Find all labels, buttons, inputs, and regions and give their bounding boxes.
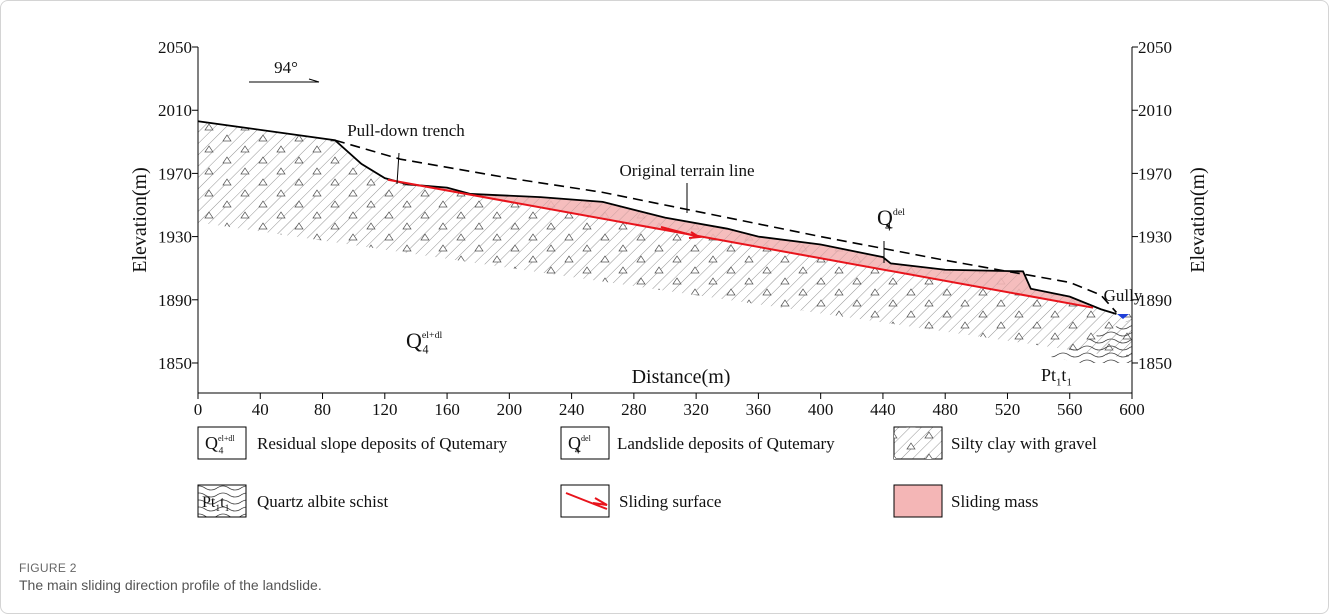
x-tick-label: 120 — [372, 400, 398, 419]
x-tick-label: 560 — [1057, 400, 1083, 419]
unit-sub: 1 — [1066, 377, 1071, 389]
x-tick-label: 400 — [808, 400, 834, 419]
unit-sub: 4 — [219, 446, 224, 457]
legend-label: Residual slope deposits of Qutemary — [257, 434, 508, 453]
legend-label: Sliding mass — [951, 492, 1038, 511]
x-axis-label: Distance(m) — [632, 366, 731, 388]
unit-sup: del — [581, 434, 592, 443]
x-tick-label: 80 — [314, 400, 331, 419]
y2-tick-label: 2010 — [1138, 101, 1172, 120]
unit-sub: 4 — [575, 446, 580, 457]
y2-tick-label: 1930 — [1138, 228, 1172, 247]
y2-tick-label: 1890 — [1138, 291, 1172, 310]
unit-base: Q — [406, 328, 422, 353]
x-tick-label: 520 — [995, 400, 1021, 419]
unit-base: Q — [205, 433, 218, 453]
y2-axis-label: Elevation(m) — [1187, 167, 1209, 273]
x-tick-label: 360 — [746, 400, 772, 419]
unit-sub: 4 — [885, 220, 891, 234]
y-tick-label: 2010 — [158, 101, 192, 120]
x-tick-label: 440 — [870, 400, 896, 419]
legend-label: Landslide deposits of Qutemary — [617, 434, 835, 453]
x-tick-label: 240 — [559, 400, 585, 419]
direction-label: 94° — [274, 58, 298, 77]
unit-base: Pt — [202, 494, 216, 511]
unit-sup: del — [893, 207, 905, 218]
legend-label: Silty clay with gravel — [951, 434, 1097, 453]
y2-tick-label: 2050 — [1138, 38, 1172, 57]
unit-label: Qel+dl 4 — [406, 328, 443, 357]
terrain-label: Original terrain line — [619, 161, 754, 180]
y-tick-label: 1850 — [158, 354, 192, 373]
x-tick-label: 480 — [932, 400, 958, 419]
x-tick-label: 600 — [1119, 400, 1145, 419]
y-tick-label: 2050 — [158, 38, 192, 57]
caption-text: The main sliding direction profile of th… — [19, 577, 322, 593]
gully-label: Gully — [1104, 286, 1143, 305]
x-tick-label: 320 — [683, 400, 709, 419]
y2-tick-label: 1970 — [1138, 164, 1172, 183]
legend-label: Quartz albite schist — [257, 492, 389, 511]
y-tick-label: 1890 — [158, 291, 192, 310]
y-axis-label: Elevation(m) — [129, 167, 151, 273]
legend-box — [894, 485, 942, 517]
x-tick-label: 40 — [252, 400, 269, 419]
unit-sub: 1 — [225, 503, 230, 514]
trench-label: Pull-down trench — [347, 121, 465, 140]
x-tick-label: 160 — [434, 400, 460, 419]
y-tick-label: 1930 — [158, 228, 192, 247]
x-tick-label: 200 — [497, 400, 523, 419]
unit-base: Pt — [1041, 365, 1056, 385]
x-tick-label: 280 — [621, 400, 647, 419]
unit-sup: el+dl — [422, 330, 443, 341]
unit-sub: 4 — [422, 343, 428, 357]
x-tick-label: 0 — [194, 400, 203, 419]
unit-label: Pt1t1 — [1041, 365, 1072, 389]
y-tick-label: 1970 — [158, 164, 192, 183]
figure-card: Distance(m) Elevation(m) Elevation(m) 94… — [0, 0, 1329, 614]
unit-sup: el+dl — [218, 434, 235, 443]
y2-tick-label: 1850 — [1138, 354, 1172, 373]
chart: Distance(m) Elevation(m) Elevation(m) 94… — [1, 1, 1328, 556]
caption-label: FIGURE 2 — [19, 561, 77, 575]
silty-clay-gravel — [198, 121, 1132, 356]
legend-label: Sliding surface — [619, 492, 721, 511]
legend-box-gravel — [894, 427, 942, 459]
